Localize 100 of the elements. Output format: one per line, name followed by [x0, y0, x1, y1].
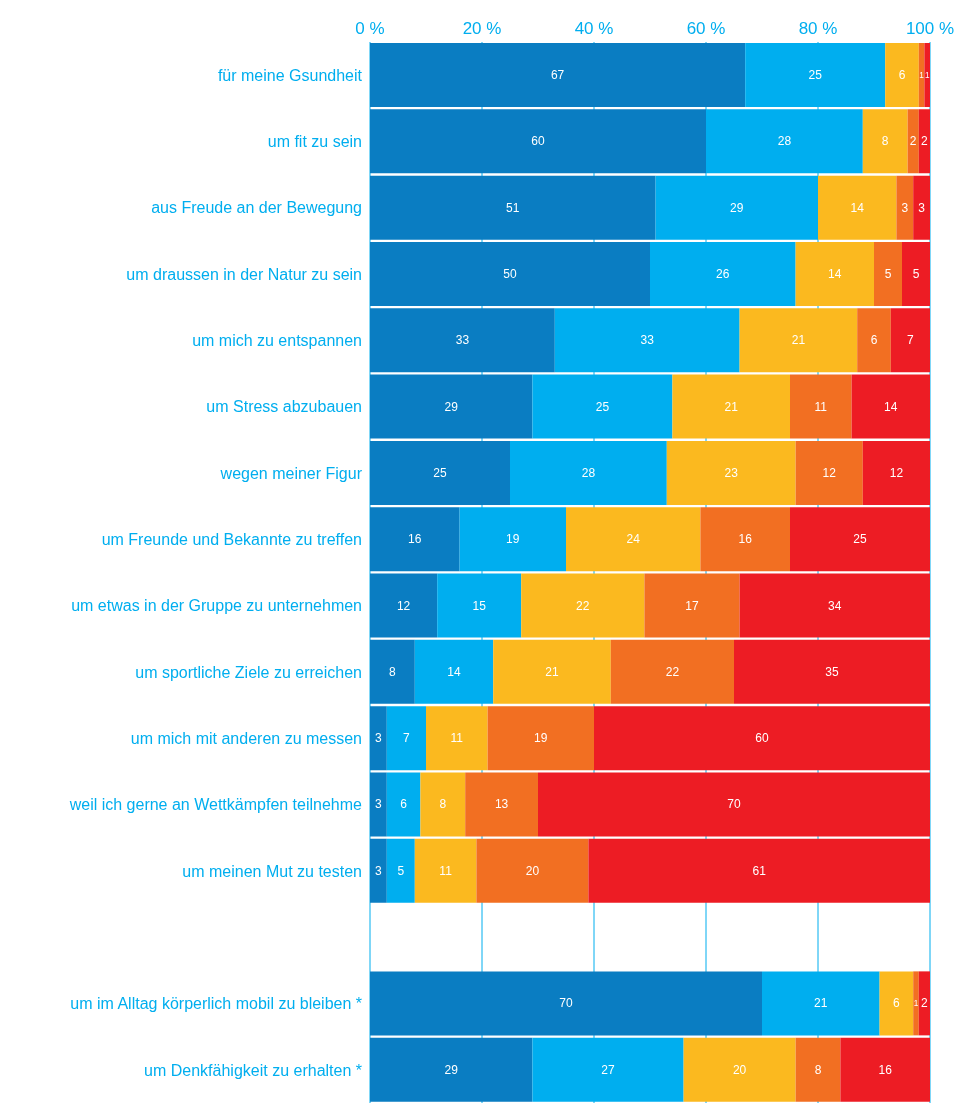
data-label: 8 [814, 1062, 822, 1077]
data-label: 33 [455, 333, 470, 348]
data-label: 2 [921, 996, 929, 1011]
bar [918, 109, 930, 174]
bar [521, 573, 645, 638]
x-tick-label: 20 % [462, 19, 502, 38]
data-label: 70 [559, 996, 573, 1011]
data-label: 3 [375, 731, 383, 746]
y-tick-label: um Freunde und Bekannte zu treffen [101, 531, 362, 549]
bar [924, 43, 930, 107]
data-label: 5 [884, 266, 892, 281]
y-tick-label: um sportliche Ziele zu erreichen [135, 663, 362, 681]
data-label: 60 [755, 731, 769, 746]
data-label: 22 [576, 598, 590, 613]
x-tick-label: 100 % [905, 19, 955, 38]
y-tick-label: um meinen Mut zu testen [182, 862, 362, 880]
y-tick-label: um etwas in der Gruppe zu unternehmen [71, 597, 362, 615]
data-label: 3 [375, 863, 383, 878]
bar [538, 772, 930, 837]
data-label: 51 [506, 200, 520, 215]
x-tick-label: 80 % [798, 19, 838, 38]
bar [700, 507, 790, 572]
bar [851, 374, 930, 439]
bar [862, 440, 930, 505]
bar [370, 43, 746, 107]
bar [879, 971, 914, 1036]
data-label: 14 [828, 266, 842, 281]
data-label: 29 [444, 1062, 459, 1077]
bar [370, 241, 650, 306]
data-label: 6 [898, 68, 906, 82]
data-label: 29 [444, 399, 459, 414]
data-label: 25 [595, 399, 610, 414]
data-label: 1 [913, 998, 919, 1008]
bar [672, 374, 790, 439]
data-label: 21 [791, 333, 806, 348]
bar [913, 175, 930, 240]
data-label: 19 [506, 532, 520, 547]
data-label: 28 [581, 465, 596, 480]
bar [370, 109, 706, 174]
bar [885, 43, 919, 107]
data-label: 14 [447, 664, 461, 679]
data-label: 8 [389, 664, 397, 679]
data-label: 11 [439, 863, 453, 878]
data-label: 15 [472, 598, 487, 613]
bar [370, 971, 762, 1036]
bar [902, 241, 930, 306]
data-label: 24 [626, 532, 641, 547]
bar [493, 639, 611, 704]
data-label: 6 [400, 797, 408, 812]
y-tick-label: um draussen in der Natur zu sein [126, 265, 362, 283]
bar [795, 440, 863, 505]
data-label: 20 [525, 863, 540, 878]
data-label: 14 [850, 200, 865, 215]
data-label: 23 [724, 465, 739, 480]
bar [795, 1037, 841, 1102]
bar [465, 772, 538, 837]
bar [795, 241, 874, 306]
bar [734, 639, 930, 704]
data-label: 35 [825, 664, 839, 679]
data-label: 60 [531, 134, 545, 149]
data-label: 1 [919, 70, 925, 80]
data-label: 21 [724, 399, 739, 414]
bar [739, 308, 858, 373]
bar [790, 374, 852, 439]
data-label: 21 [545, 664, 559, 679]
data-label: 5 [397, 863, 405, 878]
y-tick-label: um mich mit anderen zu messen [130, 729, 362, 747]
y-tick-label: weil ich gerne an Wettkämpfen teilnehme [68, 796, 363, 814]
bar [896, 175, 914, 240]
bar [683, 1037, 796, 1102]
data-label: 26 [716, 266, 730, 281]
data-label: 7 [907, 333, 915, 348]
data-label: 3 [375, 797, 383, 812]
data-label: 1 [924, 70, 930, 80]
data-label: 70 [727, 797, 741, 812]
bar [386, 772, 421, 837]
data-label: 33 [640, 333, 655, 348]
bar [370, 838, 387, 903]
y-tick-label: um im Alltag körperlich mobil zu bleiben * [70, 995, 362, 1013]
bar [594, 706, 930, 771]
bar [370, 308, 555, 373]
bar [414, 838, 477, 903]
data-label: 17 [685, 598, 699, 613]
bar [370, 440, 510, 505]
data-label: 3 [918, 200, 926, 215]
data-label: 34 [828, 598, 842, 613]
data-label: 11 [450, 731, 464, 746]
y-tick-label: für meine Gsundheit [217, 66, 363, 84]
data-label: 8 [881, 134, 889, 149]
data-label: 25 [808, 68, 823, 82]
data-label: 16 [738, 532, 753, 547]
data-label: 22 [665, 664, 680, 679]
data-label: 25 [433, 465, 447, 480]
data-label: 2 [921, 134, 929, 149]
bar [420, 772, 466, 837]
data-label: 2 [909, 134, 917, 149]
bar [566, 507, 701, 572]
bar [370, 706, 387, 771]
bar [476, 838, 589, 903]
data-label: 5 [912, 266, 920, 281]
